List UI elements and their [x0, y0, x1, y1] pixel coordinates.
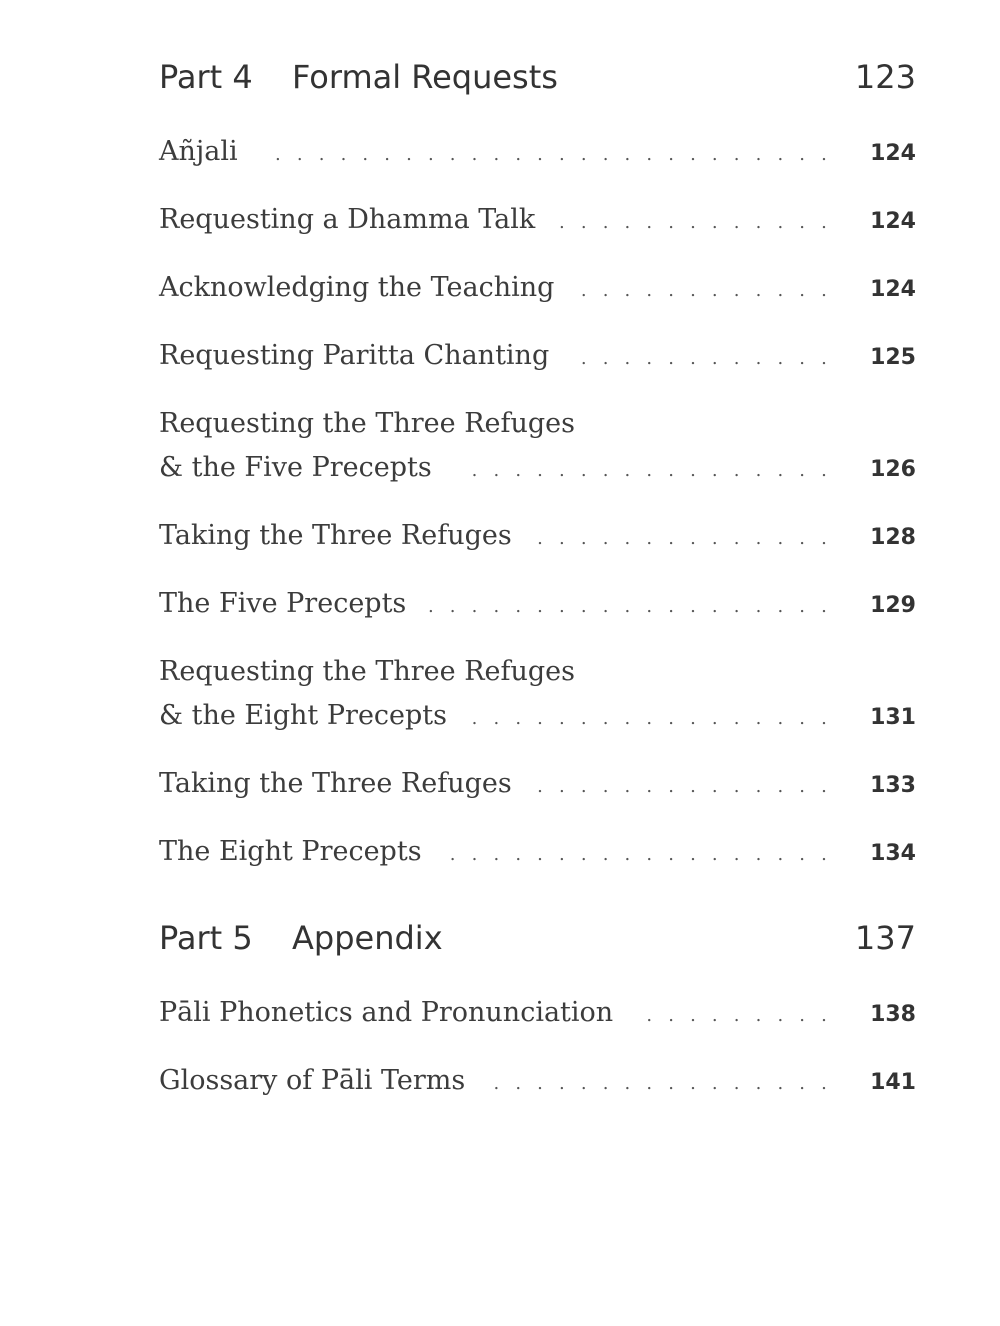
toc-entry-title: Taking the Three Refuges: [159, 768, 512, 799]
toc-entry-line: Requesting the Three Refuges: [159, 402, 916, 446]
toc-entry-title: Glossary of Pāli Terms: [159, 1065, 466, 1096]
toc-entry[interactable]: Taking the Three Refuges . . . . . . . . …: [159, 762, 916, 809]
dot-leader: . . . . . . . . . . . . . . . . . . . . …: [428, 596, 833, 617]
part-heading[interactable]: Part 4 Formal Requests 123: [159, 58, 916, 106]
dot-leader: . . . . . . . . . . . . . . . . . . . . …: [444, 844, 833, 865]
part-page-number: 123: [854, 58, 916, 96]
toc-entry-page-number: 126: [870, 457, 916, 482]
toc-entry-page-number: 138: [870, 1002, 916, 1027]
toc-entry-line: The Eight Precepts . . . . . . . . . . . …: [159, 830, 916, 877]
toc-entry-page-number: 124: [870, 141, 916, 166]
toc-entry[interactable]: Requesting the Three Refuges & the Eight …: [159, 650, 916, 741]
toc-entry-title: Añjali: [159, 136, 238, 167]
toc-entry-title: Acknowledging the Teaching: [159, 272, 555, 303]
toc-entry-page-number: 128: [870, 525, 916, 550]
part-title: Appendix: [292, 919, 443, 957]
toc-entry-line: Pāli Phonetics and Pronunciation . . . . …: [159, 991, 916, 1038]
dot-leader: . . . . . . . . . . . . . . . . . . . . …: [571, 348, 833, 369]
toc-entry-page-number: 134: [870, 841, 916, 866]
toc-entry-line: Glossary of Pāli Terms . . . . . . . . . …: [159, 1059, 916, 1106]
toc-entry-page-number: 125: [870, 345, 916, 370]
toc-entry-title: Requesting a Dhamma Talk: [159, 204, 536, 235]
toc-entry-title: Taking the Three Refuges: [159, 520, 512, 551]
toc-entry-title: Pāli Phonetics and Pronunciation: [159, 997, 614, 1028]
toc-entry-line: & the Five Precepts . . . . . . . . . . .…: [159, 446, 916, 493]
toc-entry-line: Requesting the Three Refuges: [159, 650, 916, 694]
dot-leader: . . . . . . . . . . . . . . . . . . . . …: [557, 212, 833, 233]
part-heading[interactable]: Part 5 Appendix 137: [159, 919, 916, 967]
toc-entry[interactable]: Glossary of Pāli Terms . . . . . . . . . …: [159, 1059, 916, 1106]
dot-leader: . . . . . . . . . . . . . . . . . . . . …: [534, 776, 833, 797]
toc-entry[interactable]: Requesting the Three Refuges & the Five P…: [159, 402, 916, 493]
dot-leader: . . . . . . . . . . . . . . . . . . . . …: [469, 708, 833, 729]
toc-entry-title: Requesting the Three Refuges: [159, 656, 576, 687]
toc-entry-line: Añjali . . . . . . . . . . . . . . . . . …: [159, 130, 916, 177]
part-label: Part 5: [159, 919, 253, 957]
toc-entry-page-number: 124: [870, 209, 916, 234]
toc-entry-line: Taking the Three Refuges . . . . . . . . …: [159, 762, 916, 809]
toc-entry-line: Requesting a Dhamma Talk . . . . . . . . …: [159, 198, 916, 245]
toc-entry-title: Requesting Paritta Chanting: [159, 340, 550, 371]
toc-entry[interactable]: The Eight Precepts . . . . . . . . . . . …: [159, 830, 916, 877]
part-title: Formal Requests: [292, 58, 558, 96]
part-page-number: 137: [854, 919, 916, 957]
toc-entry-title: & the Eight Precepts: [159, 700, 448, 731]
toc-entry-title: & the Five Precepts: [159, 452, 432, 483]
toc-entry[interactable]: Añjali . . . . . . . . . . . . . . . . . …: [159, 130, 916, 177]
dot-leader: . . . . . . . . . . . . . . . . . . . . …: [635, 1005, 833, 1026]
toc-entry[interactable]: Requesting Paritta Chanting . . . . . . .…: [159, 334, 916, 381]
toc-entry-line: Requesting Paritta Chanting . . . . . . .…: [159, 334, 916, 381]
toc-entry-title: Requesting the Three Refuges: [159, 408, 576, 439]
toc-entry[interactable]: Requesting a Dhamma Talk . . . . . . . . …: [159, 198, 916, 245]
dot-leader: . . . . . . . . . . . . . . . . . . . . …: [576, 280, 833, 301]
toc-entry-page-number: 133: [870, 773, 916, 798]
toc-entry[interactable]: Acknowledging the Teaching . . . . . . . …: [159, 266, 916, 313]
toc-entry-line: Acknowledging the Teaching . . . . . . . …: [159, 266, 916, 313]
toc-entry-line: & the Eight Precepts . . . . . . . . . . …: [159, 694, 916, 741]
toc-entry-title: The Five Precepts: [159, 588, 407, 619]
dot-leader: . . . . . . . . . . . . . . . . . . . . …: [487, 1073, 833, 1094]
table-of-contents: Part 4 Formal Requests 123 Añjali . . . . . …: [159, 58, 916, 1127]
toc-entry-page-number: 124: [870, 277, 916, 302]
toc-entry-line: The Five Precepts . . . . . . . . . . . .…: [159, 582, 916, 629]
toc-entry-page-number: 129: [870, 593, 916, 618]
toc-entry-title: The Eight Precepts: [159, 836, 422, 867]
part-label: Part 4: [159, 58, 253, 96]
dot-leader: . . . . . . . . . . . . . . . . . . . . …: [454, 460, 833, 481]
dot-leader: . . . . . . . . . . . . . . . . . . . . …: [260, 144, 833, 165]
toc-entry[interactable]: The Five Precepts . . . . . . . . . . . .…: [159, 582, 916, 629]
toc-entry[interactable]: Taking the Three Refuges . . . . . . . . …: [159, 514, 916, 561]
dot-leader: . . . . . . . . . . . . . . . . . . . . …: [534, 528, 833, 549]
toc-entry[interactable]: Pāli Phonetics and Pronunciation . . . . …: [159, 991, 916, 1038]
toc-entry-line: Taking the Three Refuges . . . . . . . . …: [159, 514, 916, 561]
toc-entry-page-number: 131: [870, 705, 916, 730]
toc-entry-page-number: 141: [870, 1070, 916, 1095]
